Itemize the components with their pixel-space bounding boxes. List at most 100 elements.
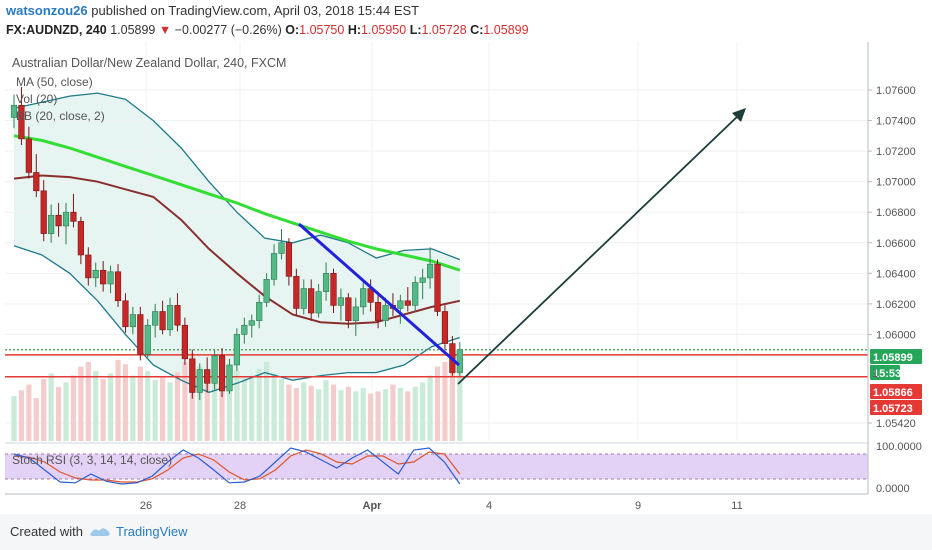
volume-bar xyxy=(405,391,411,441)
candle-body xyxy=(241,324,248,335)
candle-body xyxy=(419,277,426,283)
volume-bar xyxy=(449,371,455,441)
volume-bar xyxy=(390,384,396,441)
candle-body xyxy=(256,302,263,321)
volume-bar xyxy=(130,375,136,441)
volume-bar xyxy=(197,366,203,441)
volume-bar xyxy=(301,382,307,441)
author-link[interactable]: watsonzou26 xyxy=(6,3,88,18)
price-tick-label: 1.07200 xyxy=(876,146,916,158)
volume-bar xyxy=(41,378,47,441)
candle-body xyxy=(308,288,315,314)
candle-body xyxy=(226,364,233,392)
close-value: 1.05899 xyxy=(483,23,529,37)
price-tag xyxy=(870,365,900,380)
volume-bar xyxy=(442,362,448,441)
stoch-tick-label: 100.0000 xyxy=(876,441,922,453)
created-with-label: Created with xyxy=(10,524,83,539)
volume-bar xyxy=(63,382,69,441)
price-tag-label: 1.05899 xyxy=(873,352,913,364)
volume-bar xyxy=(427,375,433,441)
volume-bar xyxy=(182,362,188,441)
candle-body xyxy=(92,269,99,279)
legend-stoch: Stoch RSI (3, 3, 14, 14, close) xyxy=(12,453,172,467)
candle-body xyxy=(204,369,211,384)
projection-arrow-head-icon xyxy=(732,108,746,122)
volume-bar xyxy=(212,359,218,441)
candle-body xyxy=(426,263,434,279)
volume-bar xyxy=(412,386,418,441)
legend-ma: MA (50, close) xyxy=(16,75,93,89)
volume-bars xyxy=(11,353,463,441)
candle-body xyxy=(137,314,144,355)
candle-body xyxy=(263,279,270,303)
volume-bar xyxy=(353,391,359,441)
candle-body xyxy=(77,221,84,256)
volume-bar xyxy=(174,372,181,441)
candle-body xyxy=(270,253,278,280)
price-chart[interactable]: 1.07600 1.07400 1.07200 1.07000 1.06800 1.066… xyxy=(0,0,932,514)
volume-bar xyxy=(308,385,314,441)
bb-lower-line xyxy=(13,245,461,394)
candle-body xyxy=(174,305,181,326)
candle-body xyxy=(345,297,352,321)
volume-bar xyxy=(160,376,166,441)
tradingview-link[interactable]: TradingView xyxy=(116,524,188,539)
chart-legend: Australian Dollar/New Zealand Dollar, 24… xyxy=(12,56,286,467)
time-tick-label: 9 xyxy=(635,500,641,512)
candle-body xyxy=(33,172,40,192)
price-tick-label: 1.06000 xyxy=(876,329,916,341)
volume-bar xyxy=(249,375,255,441)
low-value: 1.05728 xyxy=(421,23,467,37)
candle-body xyxy=(10,104,18,118)
symbol-label: FX:AUDNZD, 240 xyxy=(6,23,107,37)
volume-bar xyxy=(26,384,32,441)
volume-bar xyxy=(204,373,210,441)
candle-body xyxy=(100,269,107,285)
price-tag-label: 15:53 xyxy=(873,368,901,380)
volume-bar xyxy=(226,375,233,441)
volume-bar xyxy=(11,395,17,441)
volume-bar xyxy=(115,359,121,441)
projection-arrow-line xyxy=(457,113,741,385)
volume-bar xyxy=(345,386,351,441)
close-label: C: xyxy=(470,23,484,37)
quote-line: FX:AUDNZD, 240 1.05899 ▼ −0.00277 (−0.26… xyxy=(6,23,529,37)
volume-bar xyxy=(457,373,463,441)
price-tick-label: 1.07000 xyxy=(876,177,916,189)
drawings[interactable] xyxy=(298,108,746,385)
candle-body xyxy=(441,311,449,344)
stoch-band-fill xyxy=(5,454,868,479)
volume-bar xyxy=(434,366,441,441)
candle-body xyxy=(397,300,404,309)
price-tick-label: 1.06200 xyxy=(876,299,916,311)
publish-line: watsonzou26 published on TradingView.com… xyxy=(6,3,419,18)
candle-body xyxy=(152,311,159,326)
publish-info: published on TradingView.com, April 03, … xyxy=(91,3,420,18)
candle-body xyxy=(322,273,330,292)
candle-body xyxy=(122,300,129,328)
volume-bar xyxy=(219,368,225,441)
tradingview-logo-icon[interactable] xyxy=(88,523,112,539)
candle-body xyxy=(114,271,122,302)
volume-bar xyxy=(256,368,262,441)
volume-bar xyxy=(368,393,374,441)
candle-body xyxy=(159,311,166,331)
high-value: 1.05950 xyxy=(361,23,407,37)
open-value: 1.05750 xyxy=(299,23,345,37)
candle-body xyxy=(85,254,92,279)
candle-body xyxy=(62,211,70,227)
volume-bar xyxy=(338,390,344,441)
time-tick-label: Apr xyxy=(363,500,383,512)
candle-body xyxy=(233,334,241,366)
candle-body xyxy=(48,214,55,234)
volume-bar xyxy=(397,387,403,441)
price-tag xyxy=(870,400,922,415)
candle-body xyxy=(70,211,77,222)
volume-bar xyxy=(360,387,366,441)
candle-body xyxy=(330,273,337,306)
candle-body xyxy=(181,324,188,360)
volume-bar xyxy=(382,389,389,441)
volume-bar xyxy=(293,387,299,441)
candle-body xyxy=(285,242,293,277)
